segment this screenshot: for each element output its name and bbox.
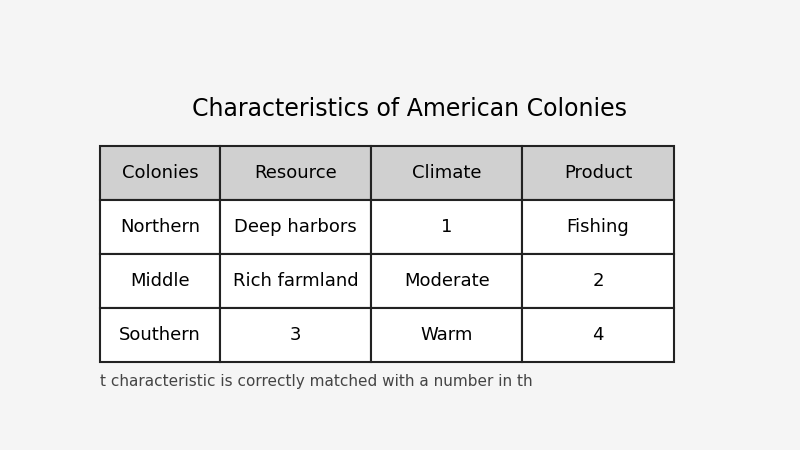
Bar: [220, 200, 371, 254]
Text: Northern: Northern: [120, 218, 200, 236]
Bar: [522, 200, 674, 254]
Text: Moderate: Moderate: [404, 272, 490, 290]
Text: 1: 1: [441, 218, 453, 236]
Text: 2: 2: [592, 272, 604, 290]
Bar: [220, 146, 371, 200]
Bar: [371, 254, 522, 308]
Text: Fishing: Fishing: [566, 218, 630, 236]
Text: Rich farmland: Rich farmland: [233, 272, 358, 290]
Bar: [371, 200, 522, 254]
Text: Middle: Middle: [130, 272, 190, 290]
Bar: [371, 308, 522, 362]
Bar: [522, 254, 674, 308]
Text: 3: 3: [290, 326, 302, 344]
Bar: [100, 146, 220, 200]
Text: Colonies: Colonies: [122, 164, 198, 182]
Bar: [371, 146, 522, 200]
Bar: [220, 308, 371, 362]
Text: Product: Product: [564, 164, 632, 182]
Bar: [522, 308, 674, 362]
Text: Warm: Warm: [421, 326, 473, 344]
Text: Southern: Southern: [119, 326, 201, 344]
Bar: [100, 254, 220, 308]
Text: Deep harbors: Deep harbors: [234, 218, 357, 236]
Bar: [100, 200, 220, 254]
Text: t characteristic is correctly matched with a number in th: t characteristic is correctly matched wi…: [100, 374, 533, 389]
Bar: [522, 146, 674, 200]
Text: Characteristics of American Colonies: Characteristics of American Colonies: [193, 98, 627, 122]
Bar: [220, 254, 371, 308]
Text: 4: 4: [592, 326, 604, 344]
Text: Climate: Climate: [412, 164, 482, 182]
Bar: [100, 308, 220, 362]
Text: Resource: Resource: [254, 164, 337, 182]
